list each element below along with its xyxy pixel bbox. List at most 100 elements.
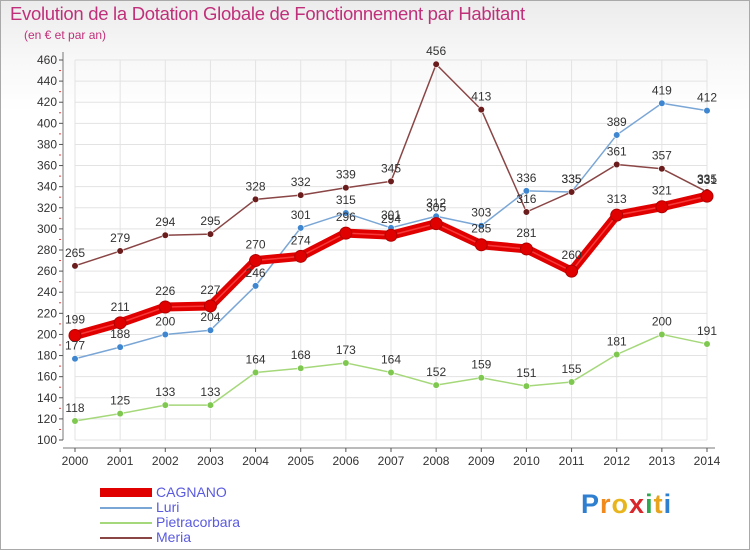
data-label-luri: 419 (652, 83, 672, 97)
data-label-meria: 413 (471, 90, 491, 104)
y-tick-label: 360 (37, 159, 57, 173)
data-label-luri: 246 (246, 266, 266, 280)
proxiti-logo: Proxiti (581, 489, 672, 520)
data-label-pietracorbara: 159 (471, 358, 491, 372)
legend-label: Meria (156, 529, 192, 545)
data-label-pietracorbara: 164 (381, 352, 401, 366)
data-point-meria (206, 230, 215, 238)
data-point-cagnano (610, 208, 624, 222)
data-point-luri (522, 187, 531, 195)
y-tick-label: 180 (37, 349, 57, 363)
legend-swatch (100, 522, 152, 524)
y-tick-label: 440 (37, 74, 57, 88)
x-tick-label: 2010 (513, 454, 540, 468)
legend-swatch (100, 507, 152, 509)
data-point-meria (477, 106, 485, 114)
data-label-luri: 412 (697, 91, 717, 105)
data-label-cagnano: 199 (65, 313, 85, 327)
data-label-cagnano: 305 (426, 201, 446, 215)
data-label-cagnano: 270 (246, 238, 266, 252)
y-tick-label: 260 (37, 264, 57, 278)
y-tick-label: 100 (37, 433, 57, 447)
data-label-meria: 456 (426, 44, 446, 58)
data-point-pietracorbara (71, 417, 79, 425)
y-tick-label: 420 (37, 95, 57, 109)
data-point-pietracorbara (567, 378, 576, 386)
data-label-cagnano: 296 (336, 210, 356, 224)
data-label-cagnano: 274 (291, 233, 311, 247)
chart-subtitle: (en € et par an) (24, 28, 107, 42)
data-point-meria (342, 184, 350, 192)
data-label-luri: 389 (607, 115, 627, 129)
data-point-luri (297, 224, 305, 232)
data-point-cagnano (158, 300, 172, 314)
data-label-cagnano: 227 (200, 283, 220, 297)
data-point-luri (658, 99, 666, 107)
x-tick-label: 2004 (242, 454, 269, 468)
data-point-cagnano (384, 228, 398, 242)
data-label-cagnano: 211 (111, 300, 130, 314)
y-tick-label: 160 (37, 370, 57, 384)
data-point-pietracorbara (116, 410, 124, 418)
data-point-luri (206, 326, 215, 334)
y-tick-label: 300 (37, 222, 57, 236)
data-point-meria (567, 188, 576, 196)
data-label-pietracorbara: 125 (110, 394, 130, 408)
data-label-pietracorbara: 181 (607, 335, 627, 349)
data-point-pietracorbara (477, 374, 485, 382)
x-tick-label: 2007 (378, 454, 405, 468)
data-point-cagnano (519, 242, 533, 256)
data-label-cagnano: 321 (652, 184, 672, 198)
data-label-cagnano: 260 (562, 248, 582, 262)
x-tick-label: 2013 (649, 454, 676, 468)
x-tick-label: 2009 (468, 454, 495, 468)
x-tick-label: 2012 (603, 454, 630, 468)
data-point-luri (703, 107, 711, 115)
logo-letter: o (611, 489, 630, 519)
data-point-cagnano (249, 254, 263, 268)
data-point-luri (477, 222, 485, 230)
data-label-pietracorbara: 191 (697, 324, 717, 338)
data-label-cagnano: 331 (697, 173, 717, 187)
data-label-meria: 294 (155, 215, 175, 229)
legend-label: CAGNANO (156, 484, 227, 500)
data-label-luri: 301 (381, 208, 401, 222)
data-point-meria (387, 177, 395, 185)
data-label-pietracorbara: 164 (246, 352, 266, 366)
y-tick-label: 340 (37, 180, 57, 194)
x-tick-label: 2011 (559, 454, 585, 468)
data-label-meria: 265 (65, 246, 85, 260)
data-point-pietracorbara (387, 368, 395, 377)
logo-letter: t (653, 489, 664, 519)
data-point-pietracorbara (658, 330, 666, 339)
x-tick-label: 2005 (287, 454, 314, 468)
legend-swatch (100, 537, 152, 539)
data-label-luri: 188 (110, 327, 130, 341)
y-tick-label: 120 (37, 412, 57, 426)
data-label-pietracorbara: 173 (336, 343, 356, 357)
y-tick-label: 200 (37, 327, 57, 341)
x-tick-label: 2000 (62, 454, 89, 468)
data-label-cagnano: 285 (471, 222, 491, 236)
data-label-meria: 335 (697, 172, 717, 186)
data-point-meria (522, 208, 531, 216)
data-label-pietracorbara: 133 (200, 385, 220, 399)
data-label-pietracorbara: 155 (562, 362, 582, 376)
data-point-meria (297, 191, 305, 199)
x-tick-label: 2001 (107, 454, 134, 468)
data-point-cagnano (565, 264, 579, 278)
data-label-pietracorbara: 133 (155, 385, 175, 399)
data-label-luri: 200 (155, 314, 175, 328)
data-point-meria (116, 247, 124, 255)
data-label-meria: 332 (291, 175, 311, 189)
data-point-meria (71, 262, 79, 270)
data-point-cagnano (429, 217, 443, 231)
data-label-meria: 335 (562, 172, 582, 186)
data-label-pietracorbara: 168 (291, 348, 311, 362)
data-point-pietracorbara (432, 381, 440, 389)
data-point-pietracorbara (342, 359, 350, 367)
y-tick-label: 400 (37, 116, 57, 130)
data-point-luri (613, 131, 621, 139)
